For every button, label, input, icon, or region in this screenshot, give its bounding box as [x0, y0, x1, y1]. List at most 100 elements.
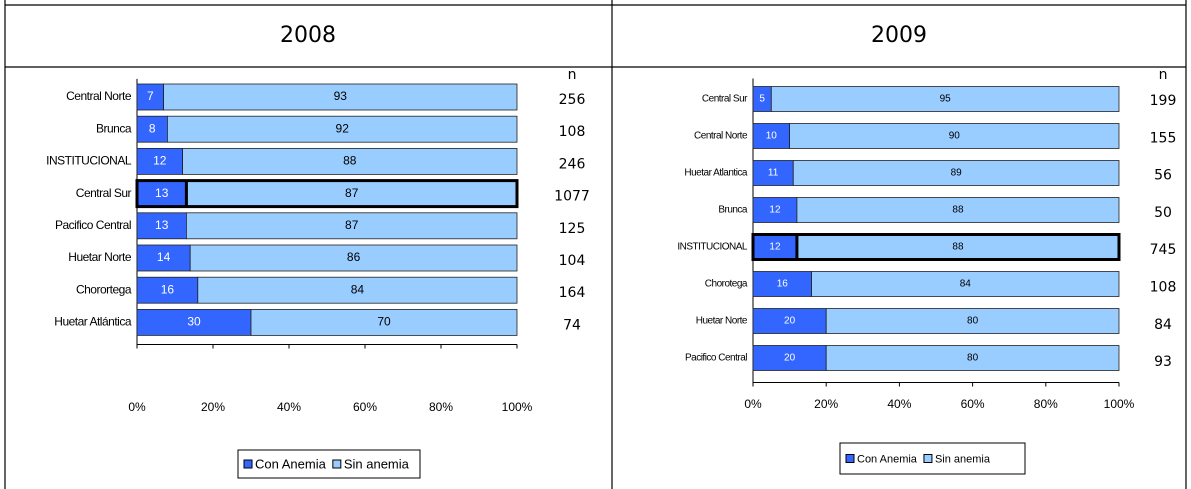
bar-value-label: 88: [343, 154, 357, 168]
highlight-frame: [135, 179, 519, 209]
category-label: Brunca: [96, 121, 132, 135]
category-label: Chorotega: [705, 279, 748, 290]
legend: [237, 449, 421, 479]
n-value: 164: [559, 285, 586, 301]
chart-title: 2009: [871, 23, 927, 48]
bar-segment: [752, 271, 812, 297]
bar-segment: [825, 345, 1120, 371]
category-label: Brunca: [718, 205, 748, 216]
bar-segment: [250, 308, 518, 336]
n-header: n: [1159, 67, 1168, 83]
category-label: Huetar Atlantica: [684, 168, 748, 179]
bar-value-label: 70: [377, 315, 391, 329]
bar-value-label: 7: [147, 89, 154, 103]
bar-value-label: 20: [784, 316, 796, 327]
bar-segment: [182, 147, 518, 175]
legend-swatch: [332, 459, 342, 469]
bar-value-label: 88: [952, 205, 964, 216]
bar-segment: [197, 276, 518, 304]
bar-value-label: 5: [759, 94, 765, 105]
bar-segment: [789, 123, 1120, 149]
bar-segment: [136, 147, 183, 175]
x-tick-label: 20%: [201, 400, 225, 414]
n-value: 745: [1150, 242, 1177, 258]
bar-segment: [189, 244, 518, 272]
n-value: 246: [559, 156, 586, 172]
x-tick-label: 20%: [814, 397, 838, 411]
x-tick-label: 80%: [1034, 397, 1058, 411]
n-value: 50: [1154, 205, 1172, 221]
n-value: 125: [559, 221, 586, 237]
x-tick-label: 0%: [128, 400, 146, 414]
bar-segment: [136, 115, 168, 143]
bar-value-label: 87: [345, 186, 359, 200]
category-label: Huetar Norte: [696, 316, 748, 327]
x-tick-label: 100%: [1104, 397, 1135, 411]
x-tick-label: 60%: [961, 397, 985, 411]
bar-segment: [811, 271, 1120, 297]
category-label: Central Norte: [694, 131, 748, 142]
bar-value-label: 86: [347, 250, 361, 264]
n-value: 108: [559, 124, 586, 140]
bar-value-label: 13: [155, 218, 169, 232]
bar-segment: [792, 160, 1120, 186]
bar-value-label: 80: [967, 316, 979, 327]
bar-value-label: 20: [784, 353, 796, 364]
legend-swatch: [845, 454, 855, 463]
highlight-frame: [751, 233, 1121, 261]
bar-segment: [136, 180, 187, 208]
n-value: 56: [1154, 168, 1172, 184]
n-value: 104: [559, 253, 586, 269]
category-label: Central Sur: [702, 94, 748, 105]
bar-value-label: 87: [345, 218, 359, 232]
n-value: 108: [1150, 280, 1177, 296]
legend-swatch: [923, 454, 933, 463]
bar-segment: [136, 276, 199, 304]
bar-segment: [163, 83, 518, 111]
n-value: 74: [563, 317, 581, 333]
category-label: Huetar Norte: [68, 250, 132, 264]
bar-value-label: 80: [967, 353, 979, 364]
x-tick-label: 0%: [744, 397, 762, 411]
category-label: Huetar Atlántica: [54, 315, 132, 329]
bar-value-label: 84: [960, 279, 972, 290]
bar-value-label: 95: [940, 94, 952, 105]
chart: 2009 0% 20% 40% 60% 80% 100% n Central Sur 5 95 199…: [677, 23, 1177, 475]
x-tick-label: 80%: [429, 400, 453, 414]
bar-segment: [752, 345, 827, 371]
bar-segment: [752, 197, 798, 223]
category-label: Central Norte: [66, 89, 132, 103]
category-label: INSTITUCIONAL: [677, 242, 748, 253]
bar-value-label: 8: [149, 121, 156, 135]
x-tick-label: 40%: [277, 400, 301, 414]
bar-value-label: 11: [768, 168, 779, 179]
bar-value-label: 16: [161, 282, 175, 296]
bar-segment: [166, 115, 518, 143]
bar-value-label: 92: [336, 121, 350, 135]
n-header: n: [568, 67, 577, 83]
category-label: INSTITUCIONAL: [46, 154, 132, 168]
bar-value-label: 14: [157, 250, 171, 264]
n-value: 155: [1150, 130, 1177, 146]
category-label: Pacifico Central: [55, 218, 131, 232]
bar-value-label: 90: [949, 131, 961, 142]
x-tick-label: 40%: [887, 397, 911, 411]
bar-value-label: 89: [951, 168, 963, 179]
bar-value-label: 12: [769, 205, 781, 216]
x-tick-label: 100%: [502, 400, 533, 414]
chart: 2008 0% 20% 40% 60% 80% 100% n Central Norte 7 93 2…: [46, 23, 590, 479]
chart-title: 2008: [280, 23, 336, 48]
legend-label: Sin anemia: [344, 456, 410, 471]
bar-value-label: 93: [334, 89, 348, 103]
category-label: Central Sur: [76, 186, 132, 200]
n-value: 199: [1150, 93, 1177, 109]
bar-segment: [752, 160, 794, 186]
n-value: 1077: [554, 189, 590, 205]
legend-swatch: [243, 459, 253, 469]
legend-label: Con Anemia: [857, 453, 918, 465]
category-label: Chorortega: [76, 282, 132, 296]
category-label: Pacifico Central: [685, 353, 747, 364]
bar-segment: [770, 86, 1120, 112]
legend: [839, 442, 1026, 475]
